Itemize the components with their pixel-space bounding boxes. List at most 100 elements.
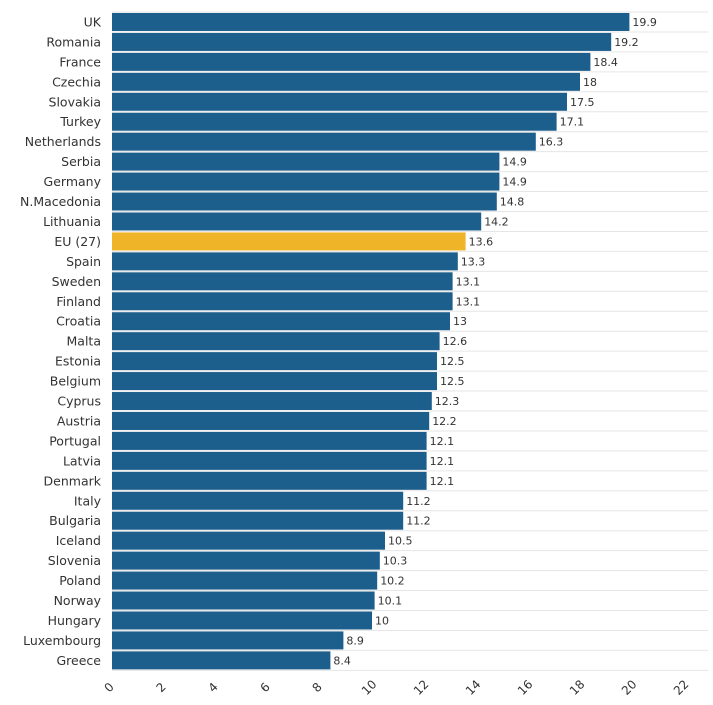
value-label: 13.3 [461, 255, 486, 268]
x-tick-label: 8 [310, 680, 325, 695]
value-label: 13 [453, 315, 467, 328]
bar [112, 132, 536, 151]
bar [112, 471, 427, 490]
category-label: Spain [66, 254, 101, 269]
bar [112, 511, 404, 530]
value-label: 19.2 [614, 36, 639, 49]
value-label: 11.2 [406, 495, 431, 508]
bar [112, 52, 591, 71]
category-label: Greece [57, 653, 102, 668]
category-label: Norway [54, 593, 102, 608]
x-tick-label: 16 [515, 677, 536, 698]
bar [112, 651, 331, 670]
category-label: Serbia [61, 154, 101, 169]
x-tick-label: 14 [463, 677, 484, 698]
bar [112, 212, 482, 231]
bar [112, 32, 612, 51]
value-label: 12.2 [432, 415, 457, 428]
category-label: Belgium [50, 374, 101, 389]
category-label: Finland [56, 294, 101, 309]
category-label: Croatia [56, 314, 101, 329]
value-label: 18 [583, 76, 597, 89]
category-label: Germany [44, 174, 102, 189]
value-label: 12.5 [440, 375, 465, 388]
value-label: 12.1 [430, 455, 455, 468]
x-tick-label: 10 [359, 677, 380, 698]
bar [112, 571, 378, 590]
category-label: Latvia [63, 453, 101, 468]
x-tick-label: 20 [619, 677, 640, 698]
value-label: 14.9 [502, 176, 527, 189]
value-label: 17.1 [560, 116, 585, 129]
value-label: 10.3 [383, 555, 408, 568]
value-labels: 19.9 19.2 18.4 18 17.5 17.1 16.3 14.9 14.9 14.8 14… [333, 16, 657, 667]
category-label: Slovenia [48, 553, 101, 568]
bar [112, 591, 375, 610]
value-label: 10 [375, 614, 389, 627]
bar [112, 92, 567, 111]
value-label: 10.2 [380, 575, 405, 588]
category-label: France [59, 54, 101, 69]
value-label: 12.1 [430, 435, 455, 448]
bar [112, 112, 557, 131]
bar [112, 431, 427, 450]
bar [112, 152, 500, 171]
value-label: 11.2 [406, 515, 431, 528]
value-label: 14.2 [484, 215, 509, 228]
bar [112, 312, 450, 331]
category-label: Iceland [56, 533, 101, 548]
bar [112, 491, 404, 510]
value-label: 18.4 [593, 56, 618, 69]
category-label: Malta [67, 334, 101, 349]
category-label: Czechia [52, 74, 101, 89]
category-label: Italy [74, 493, 102, 508]
category-labels: UK Romania France Czechia Slovakia Turkey Neth… [20, 14, 102, 667]
category-label: N.Macedonia [20, 194, 101, 209]
category-label: Portugal [49, 433, 101, 448]
bar [112, 272, 453, 291]
bar [112, 611, 372, 630]
value-label: 12.6 [443, 335, 468, 348]
category-label: Netherlands [25, 134, 101, 149]
bar [112, 172, 500, 191]
bar [112, 292, 453, 311]
category-label: Hungary [48, 613, 102, 628]
category-label: Estonia [55, 354, 101, 369]
bar [112, 12, 630, 31]
category-label: Denmark [44, 473, 102, 488]
value-label: 8.9 [346, 634, 364, 647]
value-label: 16.3 [539, 136, 564, 149]
category-label: Turkey [59, 114, 101, 129]
bar [112, 192, 497, 211]
value-label: 13.6 [469, 235, 494, 248]
value-label: 13.1 [456, 295, 481, 308]
category-label: UK [84, 14, 102, 29]
bar [112, 332, 440, 351]
category-label: Bulgaria [49, 513, 101, 528]
category-label: Sweden [52, 274, 101, 289]
bar [112, 352, 437, 371]
bar [112, 232, 466, 251]
value-label: 13.1 [456, 275, 481, 288]
bar [112, 551, 380, 570]
bar [112, 531, 385, 550]
value-label: 14.9 [502, 156, 527, 169]
value-label: 12.5 [440, 355, 465, 368]
grid-lines [112, 11, 708, 671]
x-tick-label: 4 [206, 680, 221, 695]
x-tick-label: 18 [567, 677, 588, 698]
x-tick-label: 12 [411, 677, 432, 698]
category-label: Lithuania [43, 214, 101, 229]
category-label: Romania [46, 34, 101, 49]
value-label: 14.8 [500, 196, 525, 209]
value-label: 10.5 [388, 535, 413, 548]
value-label: 10.1 [378, 595, 403, 608]
bar [112, 392, 432, 411]
x-tick-label: 22 [671, 677, 692, 698]
bar [112, 252, 458, 271]
category-label: Poland [59, 573, 101, 588]
x-axis-ticks: 0 2 4 6 8 10 12 14 16 18 20 22 [102, 677, 692, 698]
value-label: 12.3 [435, 395, 460, 408]
value-label: 8.4 [333, 654, 351, 667]
category-label: Austria [57, 413, 101, 428]
